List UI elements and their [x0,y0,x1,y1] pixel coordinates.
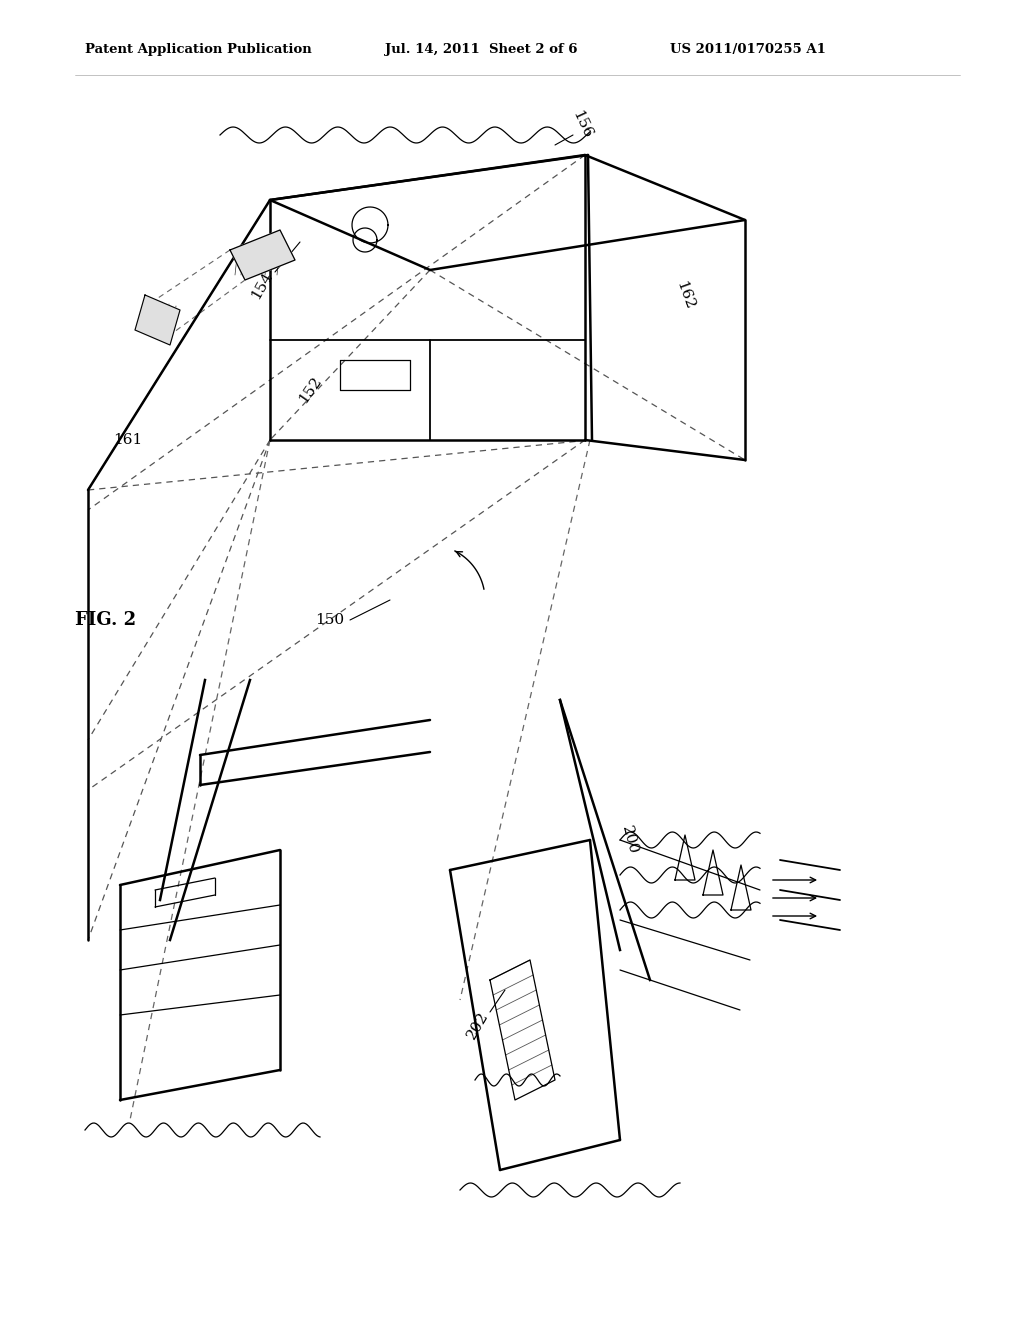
Polygon shape [135,294,180,345]
Polygon shape [230,230,295,280]
Text: 200: 200 [620,824,641,855]
Text: Jul. 14, 2011  Sheet 2 of 6: Jul. 14, 2011 Sheet 2 of 6 [385,44,578,57]
Text: Patent Application Publication: Patent Application Publication [85,44,311,57]
Text: 202: 202 [465,1008,492,1041]
Text: 152: 152 [296,374,324,407]
Text: 154: 154 [249,269,275,301]
Text: 156: 156 [569,108,595,141]
Text: 162: 162 [674,279,696,312]
Text: US 2011/0170255 A1: US 2011/0170255 A1 [670,44,826,57]
Text: 150: 150 [315,612,344,627]
Text: 161: 161 [114,433,142,447]
Text: FIG. 2: FIG. 2 [75,611,136,630]
